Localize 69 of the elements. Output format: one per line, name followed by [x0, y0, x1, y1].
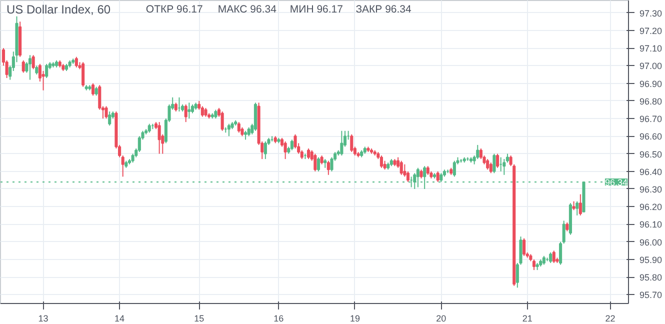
x-tick-label: 22	[605, 314, 616, 324]
y-tick-label: 96.80	[640, 96, 662, 106]
candlestick	[326, 160, 330, 176]
candlestick	[316, 156, 320, 172]
candlestick	[158, 122, 161, 154]
y-tick-label: 95.80	[640, 272, 662, 283]
candlestick	[400, 160, 403, 176]
chart-title: US Dollar Index, 60	[6, 2, 111, 16]
y-tick-label: 96.50	[640, 149, 662, 160]
candlestick	[237, 122, 240, 134]
y-tick-label: 96.30	[640, 184, 662, 194]
ref-line-label: 96.34	[604, 177, 628, 188]
candlestick	[220, 110, 224, 132]
x-tick-label: 19	[350, 314, 360, 324]
candlestick	[264, 140, 267, 160]
candlestick	[489, 162, 492, 174]
candlestick	[576, 200, 579, 216]
y-tick-label: 97.00	[640, 61, 662, 72]
candlestick	[74, 56, 78, 68]
candlestick	[307, 148, 310, 160]
x-tick-label: 13	[38, 314, 48, 324]
candlestick	[496, 153, 500, 168]
candlestick	[350, 134, 354, 152]
y-tick-label: 96.90	[640, 78, 662, 89]
candlestick	[32, 54, 35, 70]
candlestick	[104, 106, 108, 120]
x-tick-label: 14	[114, 314, 125, 324]
candlestick	[436, 170, 440, 182]
y-tick-label: 97.10	[640, 44, 662, 54]
candlestick	[522, 238, 526, 256]
candlestick	[227, 123, 230, 137]
y-tick-label: 96.70	[640, 114, 662, 124]
candlestick	[284, 140, 287, 160]
candlestick	[28, 54, 32, 80]
annotation: МИН 96.17	[290, 4, 344, 16]
candlestick	[22, 60, 25, 74]
candlestick	[45, 63, 48, 79]
candlestick	[91, 82, 95, 96]
y-tick-label: 95.70	[640, 290, 662, 300]
x-tick-label: 15	[194, 314, 204, 324]
candlestick	[452, 160, 456, 178]
y-tick-label: 96.60	[640, 132, 662, 142]
candlestick	[532, 258, 536, 271]
y-tick-label: 96.00	[640, 237, 662, 248]
x-tick-label: 16	[274, 314, 284, 324]
annotation: ОТКР 96.17	[146, 4, 203, 16]
candlestick	[108, 110, 112, 126]
candlestick	[578, 194, 582, 216]
y-tick-label: 96.40	[640, 166, 662, 177]
annotation: ЗАКР 96.34	[356, 4, 412, 16]
candlestick	[340, 130, 344, 156]
candlestick	[314, 153, 317, 172]
y-tick-label: 96.20	[640, 202, 662, 212]
y-tick-label: 97.30	[640, 8, 662, 18]
annotation: МАКС 96.34	[218, 4, 277, 16]
x-tick-label: 21	[522, 314, 532, 324]
candlestick	[82, 62, 85, 88]
candlestick	[552, 250, 556, 264]
y-tick-label: 96.10	[640, 220, 662, 230]
candlestick	[486, 158, 490, 170]
candlestick	[184, 104, 188, 123]
candlestick	[290, 139, 294, 151]
candlestick	[492, 153, 496, 174]
x-tick-label: 20	[436, 314, 446, 324]
y-tick-label: 97.20	[640, 26, 662, 36]
candlestick	[549, 252, 552, 264]
candlestick	[380, 155, 384, 168]
candlestick	[188, 102, 191, 120]
y-tick-label: 95.90	[640, 254, 662, 265]
